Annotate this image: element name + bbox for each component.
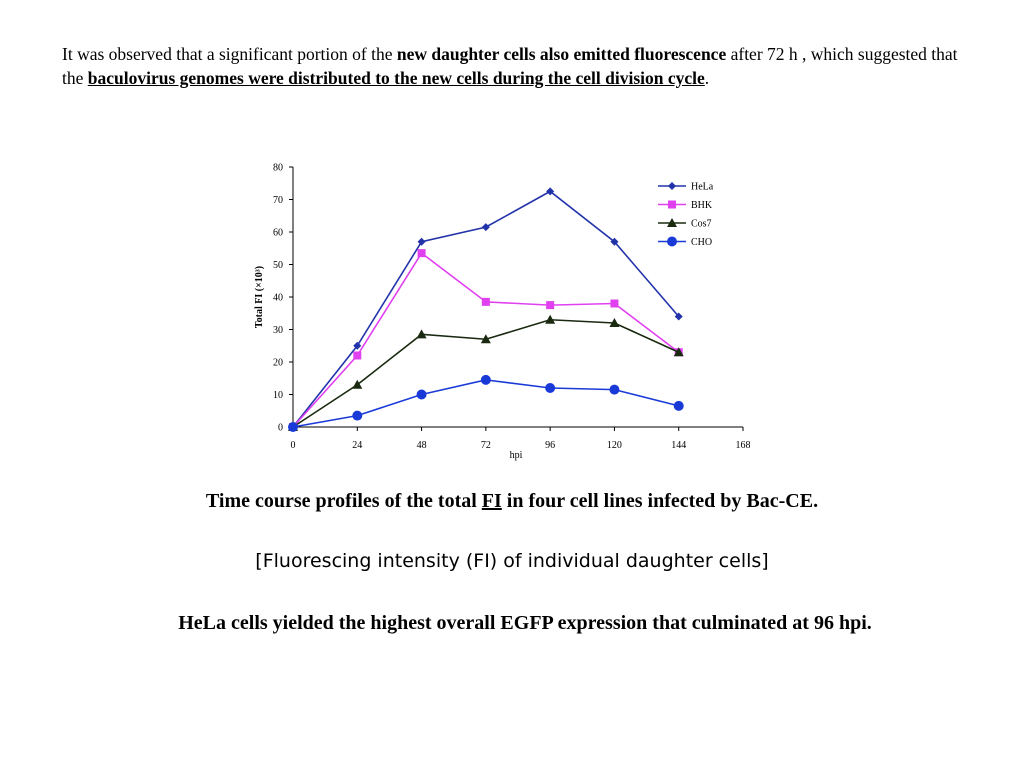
y-tick-label: 10 xyxy=(273,390,283,401)
point-cos7 xyxy=(609,318,620,327)
point-cho xyxy=(352,410,363,421)
x-tick-label: 24 xyxy=(352,440,362,451)
point-hela xyxy=(481,223,490,232)
point-hela xyxy=(353,341,362,350)
intro-text-1: It was observed that a significant porti… xyxy=(62,44,397,64)
legend-label-cho: CHO xyxy=(691,237,712,248)
x-tick-label: 72 xyxy=(481,440,491,451)
x-tick-label: 120 xyxy=(607,440,622,451)
point-cos7 xyxy=(545,314,556,324)
y-tick-label: 40 xyxy=(273,293,283,304)
y-tick-label: 30 xyxy=(273,325,283,336)
point-bhk xyxy=(481,297,490,306)
figure-caption: Time course profiles of the total FI in … xyxy=(0,490,1024,513)
y-tick-label: 60 xyxy=(273,228,283,239)
point-hela xyxy=(610,237,619,246)
intro-paragraph: It was observed that a significant porti… xyxy=(62,42,982,90)
point-cos7 xyxy=(352,379,363,389)
legend-label-cos7: Cos7 xyxy=(691,219,712,230)
point-cos7 xyxy=(673,347,684,357)
point-bhk xyxy=(353,351,362,360)
y-axis-title: Total FI (×10³) xyxy=(254,266,265,328)
x-tick-label: 0 xyxy=(291,440,296,451)
y-tick-label: 80 xyxy=(273,163,283,174)
y-tick-label: 20 xyxy=(273,358,283,369)
conclusion-text: HeLa cells yielded the highest overall E… xyxy=(178,612,872,634)
y-tick-label: 0 xyxy=(278,423,283,434)
series-line-cho xyxy=(292,379,679,428)
point-cos7 xyxy=(480,334,491,344)
intro-bold-1: new daughter cells also emitted fluoresc… xyxy=(396,44,727,64)
legend-label-hela: HeLa xyxy=(691,182,714,193)
x-axis-title: hpi xyxy=(510,450,523,461)
point-cos7 xyxy=(416,329,427,339)
intro-bold-underline: baculovirus genomes were distributed to … xyxy=(87,68,705,88)
chart-container: 0 10 20 30 40 50 60 70 80 0 24 48 72 96 120 144 168 hpi To… xyxy=(254,163,751,462)
point-bhk xyxy=(610,299,619,308)
caption-underlined: FI xyxy=(481,490,502,512)
point-cho xyxy=(545,383,556,393)
fi-time-course-chart: 0 10 20 30 40 50 60 70 80 0 24 48 72 96 120 144 168 hpi To… xyxy=(254,163,751,462)
x-tick-label: 144 xyxy=(671,440,686,451)
figure-subcaption: [Fluorescing intensity (FI) of individua… xyxy=(255,550,769,572)
point-cho xyxy=(416,389,427,400)
legend-label-bhk: BHK xyxy=(691,200,713,211)
legend-marker-hela xyxy=(668,182,676,190)
point-bhk xyxy=(546,301,555,310)
point-cho xyxy=(288,422,298,432)
legend-marker-cos7 xyxy=(667,218,677,227)
point-cho xyxy=(480,374,491,385)
intro-text-3: . xyxy=(704,68,710,88)
point-hela xyxy=(674,312,683,321)
point-hela xyxy=(417,237,426,246)
y-tick-label: 50 xyxy=(273,260,283,271)
x-tick-label: 96 xyxy=(545,440,555,451)
caption-text-2: in four cell lines infected by Bac-CE. xyxy=(501,490,819,512)
x-tick-label: 168 xyxy=(736,440,751,451)
x-tick-label: 48 xyxy=(417,440,427,451)
legend-marker-bhk xyxy=(668,200,676,209)
legend-marker-cho xyxy=(667,236,677,247)
point-bhk xyxy=(417,249,426,258)
y-tick-label: 70 xyxy=(273,195,283,206)
point-cho xyxy=(609,384,620,395)
intro-text-2: after 72 h , which suggested that the xyxy=(62,44,958,88)
caption-text-1: Time course profiles of the total xyxy=(205,490,482,512)
point-hela xyxy=(546,187,555,196)
point-cho xyxy=(673,400,684,411)
